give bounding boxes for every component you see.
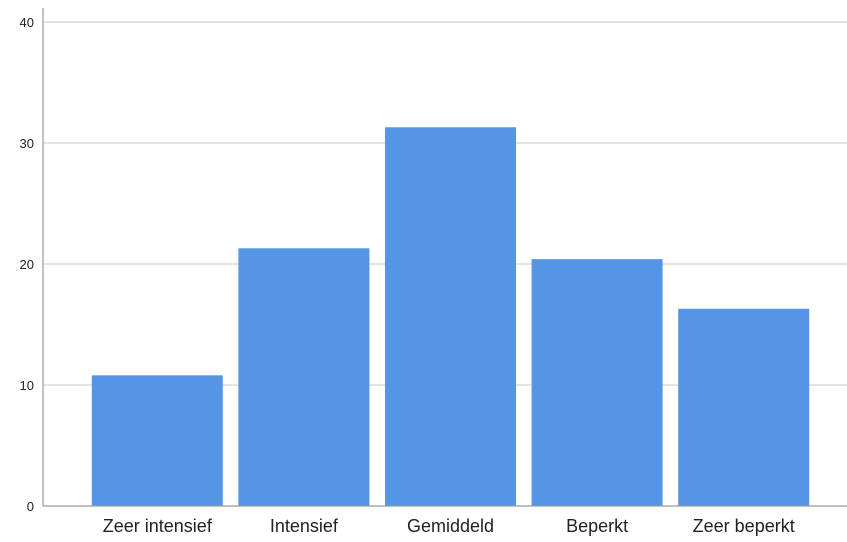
x-tick-label-zeer-beperkt: Zeer beperkt bbox=[693, 516, 795, 536]
x-tick-label-gemiddeld: Gemiddeld bbox=[407, 516, 494, 536]
x-tick-label-beperkt: Beperkt bbox=[566, 516, 628, 536]
x-tick-label-intensief: Intensief bbox=[270, 516, 339, 536]
bars bbox=[91, 127, 810, 507]
bar-gemiddeld bbox=[385, 127, 516, 507]
y-tick-label-10: 10 bbox=[20, 378, 34, 393]
y-tick-label-40: 40 bbox=[20, 15, 34, 30]
bar-zeer-intensief bbox=[91, 375, 223, 506]
bar-intensief bbox=[238, 248, 370, 506]
y-tick-label-20: 20 bbox=[20, 257, 34, 272]
x-axis-tick-labels: Zeer intensief Intensief Gemiddeld Beperkt Z… bbox=[103, 516, 795, 536]
bar-beperkt bbox=[531, 259, 663, 506]
y-tick-label-30: 30 bbox=[20, 136, 34, 151]
axes bbox=[42, 8, 847, 507]
x-tick-label-zeer-intensief: Zeer intensief bbox=[103, 516, 213, 536]
y-tick-label-0: 0 bbox=[27, 499, 34, 514]
y-axis-tick-labels: 0 10 20 30 40 bbox=[20, 15, 34, 514]
bar-zeer-beperkt bbox=[678, 308, 810, 506]
